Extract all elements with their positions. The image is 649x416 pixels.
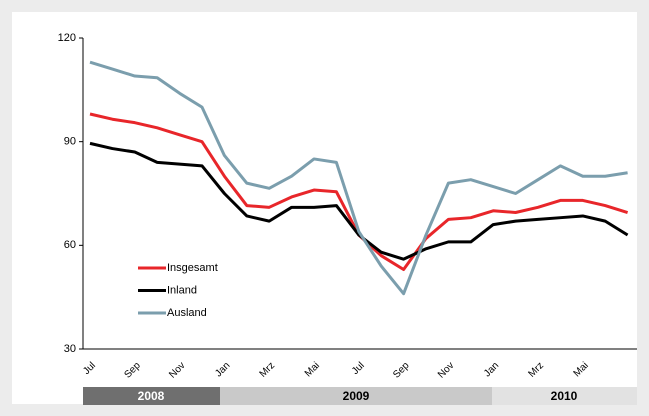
legend-label: Ausland bbox=[167, 307, 207, 319]
legend-label: Inland bbox=[167, 284, 197, 296]
year-label: 2009 bbox=[343, 389, 370, 403]
year-band bbox=[220, 387, 492, 405]
line-series bbox=[89, 141, 629, 261]
y-tick-label: 60 bbox=[64, 239, 76, 251]
year-label: 2010 bbox=[551, 389, 578, 403]
year-band bbox=[83, 387, 220, 405]
y-tick-label: 30 bbox=[64, 343, 76, 355]
y-tick-label: 120 bbox=[58, 32, 76, 44]
year-label: 2008 bbox=[138, 389, 165, 403]
legend-label: Insgesamt bbox=[167, 262, 218, 274]
y-tick-label: 90 bbox=[64, 136, 76, 148]
year-band bbox=[492, 387, 637, 405]
line-series bbox=[89, 60, 628, 296]
